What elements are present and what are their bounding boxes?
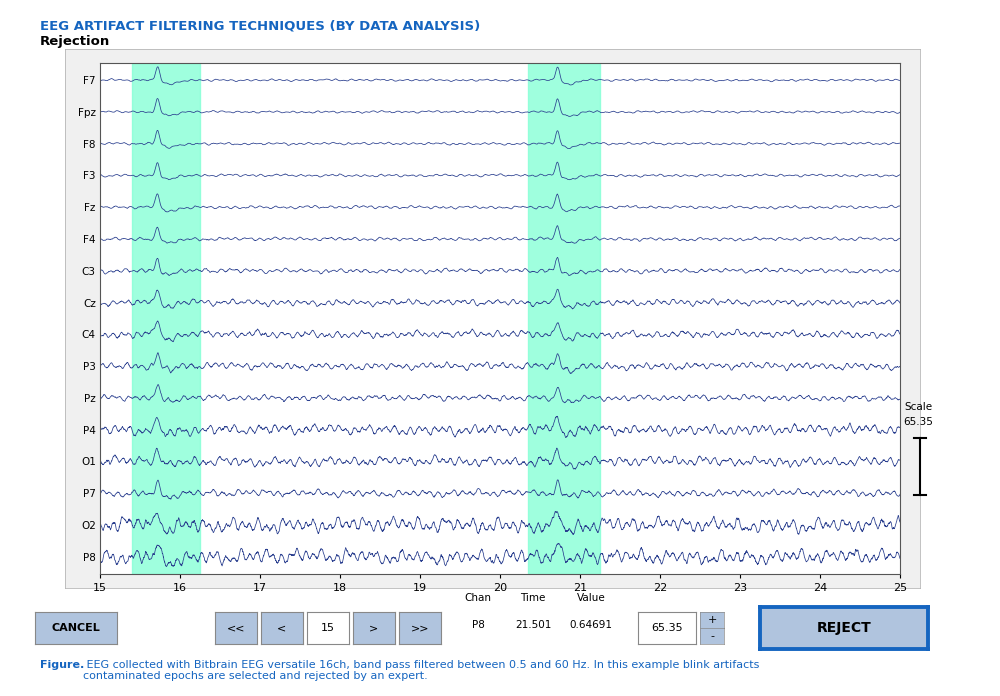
Text: >: > bbox=[369, 623, 379, 633]
Bar bbox=[132, 63, 200, 574]
Text: -: - bbox=[710, 631, 714, 641]
Text: >>: >> bbox=[411, 623, 429, 633]
Text: Scale: Scale bbox=[904, 402, 932, 412]
Text: +: + bbox=[707, 615, 717, 626]
Text: 15: 15 bbox=[321, 623, 335, 633]
Text: P8: P8 bbox=[472, 620, 484, 630]
Text: 65.35: 65.35 bbox=[651, 623, 683, 633]
Text: Chan: Chan bbox=[464, 593, 492, 603]
Text: 65.35: 65.35 bbox=[903, 418, 933, 427]
Text: EEG ARTIFACT FILTERING TECHNIQUES (BY DATA ANALYSIS): EEG ARTIFACT FILTERING TECHNIQUES (BY DA… bbox=[40, 19, 480, 33]
Text: <: < bbox=[277, 623, 287, 633]
Bar bbox=[528, 63, 600, 574]
Text: REJECT: REJECT bbox=[817, 621, 871, 635]
Text: Value: Value bbox=[577, 593, 605, 603]
Text: <<: << bbox=[227, 623, 245, 633]
Text: CANCEL: CANCEL bbox=[52, 623, 100, 633]
Text: 0.64691: 0.64691 bbox=[570, 620, 612, 630]
Text: Rejection: Rejection bbox=[40, 35, 110, 48]
Text: 21.501: 21.501 bbox=[515, 620, 551, 630]
Text: Time: Time bbox=[520, 593, 546, 603]
Text: EEG collected with Bitbrain EEG versatile 16ch, band pass filtered between 0.5 a: EEG collected with Bitbrain EEG versatil… bbox=[83, 660, 759, 681]
Text: Figure.: Figure. bbox=[40, 660, 84, 670]
